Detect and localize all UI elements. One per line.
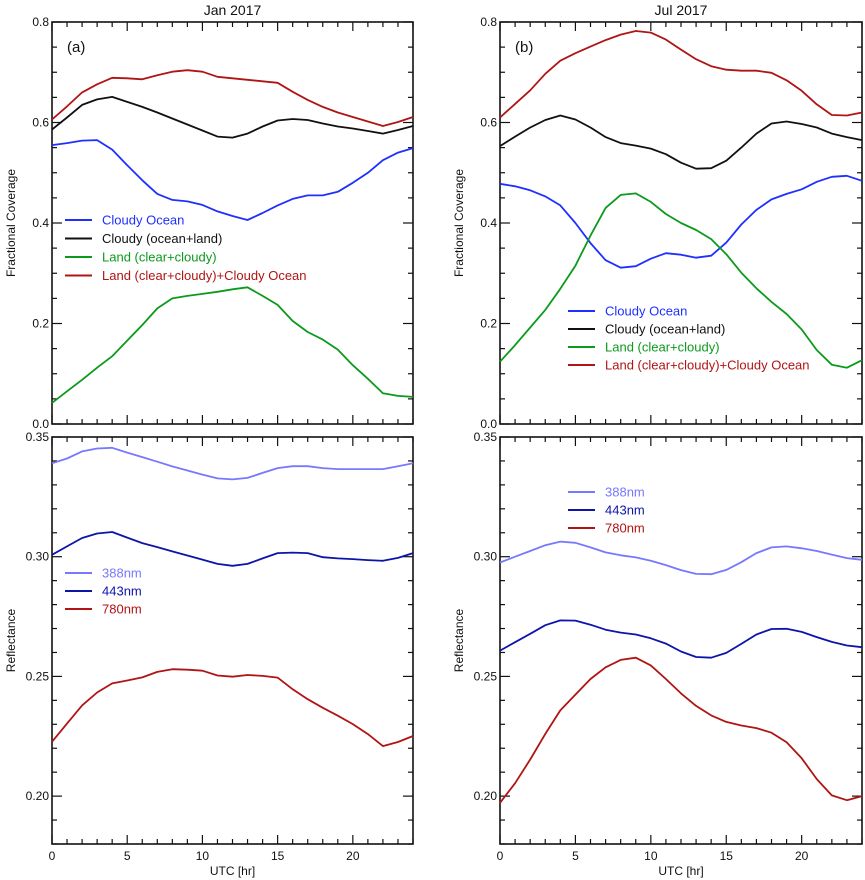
panel-title: Jan 2017 — [204, 2, 262, 18]
y-tick-label: 0.2 — [480, 317, 497, 331]
legend-label: Cloudy (ocean+land) — [605, 322, 725, 337]
legend: 388nm 443nm 780nm — [65, 566, 142, 617]
y-tick-label: 0.2 — [32, 317, 49, 331]
y-tick-label: 0.0 — [32, 417, 49, 431]
series-line-land-clear-cloudy-cloudy-ocean — [51, 69, 414, 127]
y-tick-label: 0.25 — [474, 669, 498, 683]
y-tick-label: 0.0 — [480, 417, 497, 431]
x-tick-label: 0 — [497, 849, 504, 863]
series-line-443nm — [499, 619, 863, 659]
panel-label: (b) — [515, 39, 533, 56]
legend-label: Cloudy (ocean+land) — [102, 231, 222, 246]
legend-label: Land (clear+cloudy) — [605, 340, 720, 355]
y-tick-label: 0.35 — [26, 430, 50, 444]
legend-label: Land (clear+cloudy) — [102, 250, 217, 265]
y-tick-label: 0.8 — [32, 15, 49, 29]
series-line-land-clear-cloudy- — [51, 286, 414, 404]
series-line-cloudy-ocean-land- — [499, 114, 863, 170]
x-axis-label: UTC [hr] — [210, 864, 255, 878]
series-line-land-clear-cloudy-cloudy-ocean — [499, 30, 863, 119]
panel-jul-coverage: 0.0 0.2 0.4 0.6 0.8 Fractional Coverage Jul 20… — [452, 2, 863, 431]
y-tick-label: 0.6 — [32, 116, 49, 130]
legend-label: 443nm — [605, 503, 645, 518]
legend-label: 388nm — [605, 485, 645, 500]
legend-label: 780nm — [605, 521, 645, 536]
x-tick-label: 20 — [795, 849, 809, 863]
y-tick-label: 0.4 — [480, 216, 497, 230]
plot-frame — [51, 436, 414, 845]
series-line-780nm — [51, 668, 414, 747]
series-line-land-clear-cloudy- — [499, 192, 863, 369]
y-tick-label: 0.6 — [480, 116, 497, 130]
series-line-cloudy-ocean — [51, 139, 414, 221]
legend: Cloudy Ocean Cloudy (ocean+land) Land (cle… — [568, 304, 810, 373]
x-axis-label: UTC [hr] — [658, 864, 703, 878]
legend: Cloudy Ocean Cloudy (ocean+land) Land (cle… — [65, 213, 307, 283]
y-tick-label: 0.4 — [32, 216, 49, 230]
panel-jul-reflectance: 0.20 0.25 0.30 0.35 0 5 10 15 20 Reflectance UTC [… — [452, 430, 863, 878]
series-line-cloudy-ocean — [499, 174, 863, 269]
x-tick-label: 5 — [124, 849, 131, 863]
legend: 388nm 443nm 780nm — [568, 485, 645, 536]
legend-label: Land (clear+cloudy)+Cloudy Ocean — [102, 268, 307, 283]
panel-jan-reflectance: 0.20 0.25 0.30 0.35 0 5 10 15 20 Reflectance UTC [… — [4, 430, 414, 878]
y-tick-label: 0.35 — [474, 430, 498, 444]
legend-label: Cloudy Ocean — [605, 304, 687, 319]
y-axis-label: Fractional Coverage — [4, 169, 18, 277]
series-line-780nm — [499, 656, 863, 804]
x-tick-label: 15 — [271, 849, 285, 863]
legend-label: Cloudy Ocean — [102, 213, 184, 228]
y-axis-label: Fractional Coverage — [452, 169, 466, 277]
series-line-388nm — [499, 540, 863, 576]
series-line-388nm — [51, 446, 414, 481]
x-tick-label: 10 — [644, 849, 658, 863]
y-axis-label: Reflectance — [4, 608, 18, 672]
series-line-443nm — [51, 531, 414, 567]
legend-label: 780nm — [102, 602, 142, 617]
legend-label: 388nm — [102, 566, 142, 581]
y-tick-label: 0.20 — [474, 789, 498, 803]
y-tick-label: 0.30 — [26, 550, 50, 564]
y-tick-label: 0.20 — [26, 789, 50, 803]
legend-label: 443nm — [102, 584, 142, 599]
panel-label: (a) — [67, 39, 85, 56]
y-tick-label: 0.30 — [474, 550, 498, 564]
plot-frame — [499, 436, 863, 845]
x-tick-label: 0 — [49, 849, 56, 863]
legend-label: Land (clear+cloudy)+Cloudy Ocean — [605, 358, 810, 373]
x-tick-label: 5 — [572, 849, 579, 863]
x-tick-label: 20 — [346, 849, 360, 863]
y-tick-label: 0.8 — [480, 15, 497, 29]
panel-jan-coverage: 0.0 0.2 0.4 0.6 0.8 Fractional Coverage Jan 20… — [4, 2, 414, 431]
x-tick-label: 15 — [720, 849, 734, 863]
panel-title: Jul 2017 — [655, 2, 708, 18]
series-line-cloudy-ocean-land- — [51, 96, 414, 139]
y-axis-label: Reflectance — [452, 608, 466, 672]
x-tick-label: 10 — [196, 849, 210, 863]
y-tick-label: 0.25 — [26, 669, 50, 683]
